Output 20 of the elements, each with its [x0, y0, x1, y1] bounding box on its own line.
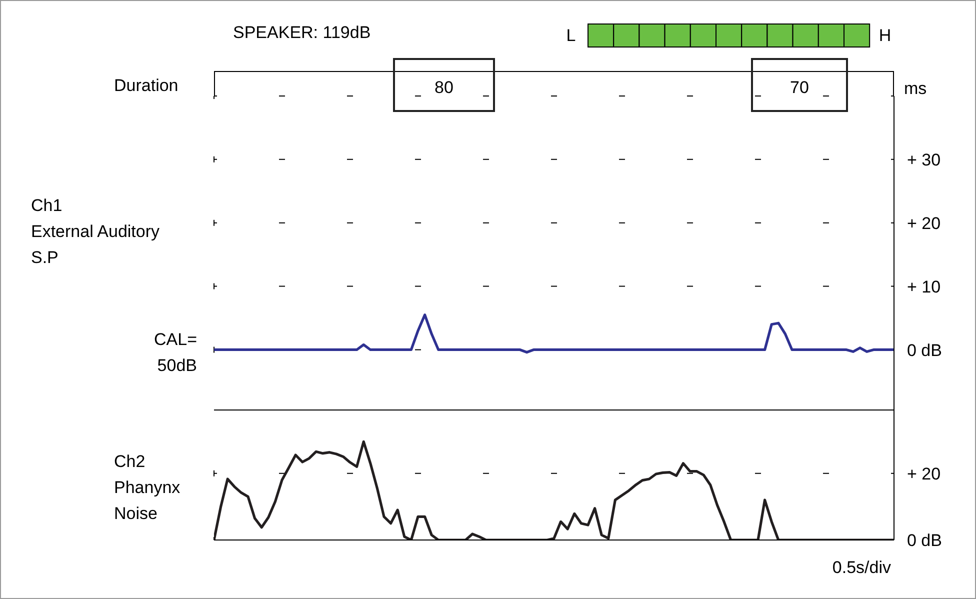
text: L — [565, 25, 577, 47]
y-tick-label: + 20 — [907, 464, 941, 484]
y-tick-label: 0 dB — [907, 531, 942, 550]
y-tick-label: + 10 — [907, 277, 941, 296]
text: H — [878, 25, 892, 47]
duration-box: 70 — [751, 58, 848, 112]
text: Duration — [114, 75, 180, 97]
text: CAL= 50dB — [153, 329, 197, 377]
chart-title: SPEAKER: 119dB — [233, 22, 371, 44]
y-tick-label: + 30 — [907, 150, 941, 170]
y-tick-label: 0 dB — [907, 340, 942, 360]
line-series — [214, 314, 894, 354]
annotation: 80 — [434, 77, 454, 99]
duration-box: 80 — [393, 58, 495, 112]
y-axis-title: Ch2 Phanynx Noise — [114, 451, 182, 525]
annotation: 70 — [789, 77, 810, 99]
x-axis-title: 0.5s/div — [831, 557, 891, 579]
y-axis-title: Ch1 External Auditory S.P — [31, 195, 161, 269]
text: ms — [904, 78, 928, 100]
y-tick-label: + 20 — [907, 214, 941, 233]
